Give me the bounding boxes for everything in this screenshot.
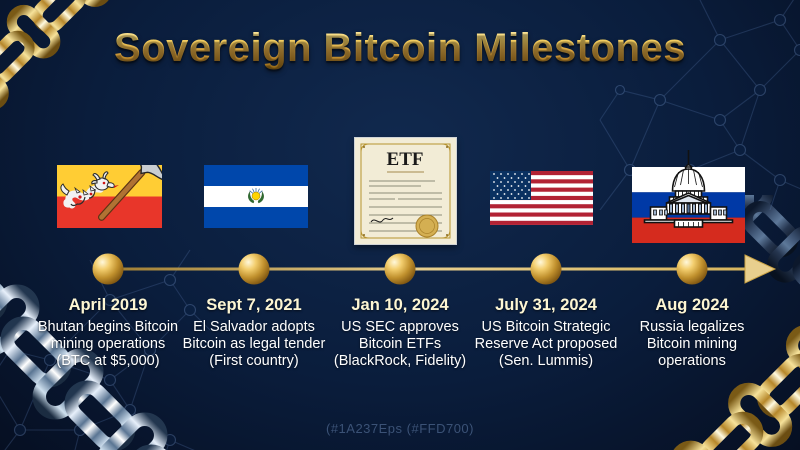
svg-text:ETF: ETF — [387, 149, 424, 170]
